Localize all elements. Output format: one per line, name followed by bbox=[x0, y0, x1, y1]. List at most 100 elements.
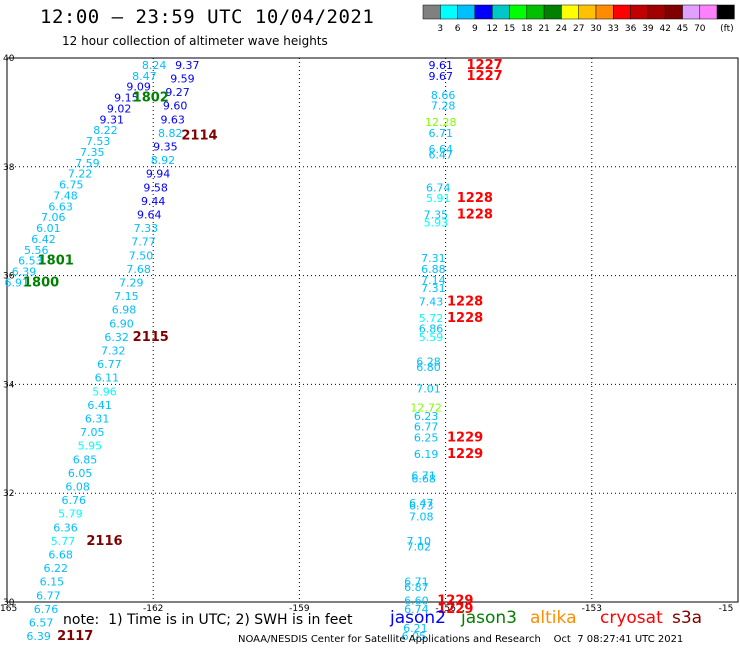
wave-height-value: 7.28 bbox=[431, 100, 456, 113]
wave-height-value: 6.08 bbox=[65, 480, 90, 493]
wave-height-value: 5.72 bbox=[419, 312, 444, 325]
wave-height-value: 6.76 bbox=[62, 494, 87, 507]
wave-height-value: 6.86 bbox=[419, 323, 444, 336]
color-scale-label: 6 bbox=[455, 24, 461, 34]
wave-height-value: 6.39 bbox=[12, 266, 37, 279]
lat-tick-label: 40 bbox=[3, 54, 15, 64]
wave-height-value: 6.87 bbox=[404, 581, 429, 594]
wave-height-value: 6.74 bbox=[404, 603, 429, 616]
color-swatch bbox=[716, 4, 735, 20]
lon-tick-label: -156 bbox=[435, 604, 456, 614]
wave-height-value: 6.85 bbox=[73, 453, 98, 466]
wave-height-value: 9.58 bbox=[143, 181, 168, 194]
satellite-jason2: jason2 bbox=[390, 608, 446, 628]
wave-height-value: 9.27 bbox=[165, 86, 190, 99]
color-scale-label: 18 bbox=[521, 24, 533, 34]
color-scale-label: 36 bbox=[625, 24, 637, 34]
pass-time-label: 2114 bbox=[181, 129, 217, 144]
wave-height-value: 6.11 bbox=[95, 372, 120, 385]
wave-height-value: 6.15 bbox=[40, 576, 65, 589]
wave-height-value: 6.77 bbox=[36, 589, 61, 602]
wave-height-value: 5.59 bbox=[419, 331, 444, 344]
wave-height-value: 7.43 bbox=[419, 296, 444, 309]
wave-height-value: 6.19 bbox=[414, 448, 439, 461]
wave-height-value: 9.61 bbox=[428, 59, 453, 72]
wave-height-value: 7.31 bbox=[421, 252, 446, 265]
wave-height-value: 7.50 bbox=[129, 249, 154, 262]
satellite-jason3: jason3 bbox=[461, 608, 517, 628]
color-scale-label: 9 bbox=[472, 24, 478, 34]
wave-height-value: 5.77 bbox=[51, 535, 76, 548]
satellite-s3a: s3a bbox=[672, 608, 703, 628]
wave-height-value: 7.01 bbox=[416, 383, 441, 396]
pass-time-label: 2115 bbox=[133, 330, 169, 345]
pass-time-label: 1228 bbox=[447, 311, 483, 326]
wave-height-value: 9.94 bbox=[146, 168, 171, 181]
wave-height-value: 9.67 bbox=[428, 70, 453, 83]
wave-height-value: 6.77 bbox=[97, 358, 122, 371]
pass-time-label: 1228 bbox=[447, 295, 483, 310]
wave-height-value: 6.01 bbox=[36, 222, 61, 235]
pass-time-label: 1228 bbox=[457, 191, 493, 206]
chart-title: 12:00 – 23:59 UTC 10/04/2021 bbox=[40, 6, 375, 28]
wave-height-value: 6.53 bbox=[18, 255, 43, 268]
wave-height-value: 7.14 bbox=[421, 274, 446, 287]
wave-height-value: 7.22 bbox=[68, 168, 93, 181]
color-scale-label: 33 bbox=[608, 24, 619, 34]
wave-height-value: 6.05 bbox=[68, 467, 93, 480]
lon-tick-label: -159 bbox=[289, 604, 310, 614]
wave-height-value: 6.68 bbox=[48, 548, 73, 561]
chart-subtitle: 12 hour collection of altimeter wave hei… bbox=[62, 34, 328, 48]
wave-height-value: 6.31 bbox=[85, 412, 110, 425]
wave-height-value: 6.77 bbox=[414, 421, 439, 434]
lat-tick-label: 38 bbox=[3, 163, 15, 173]
color-scale-label: 3 bbox=[437, 24, 443, 34]
color-scale-label: 21 bbox=[538, 24, 549, 34]
color-scale-label: 15 bbox=[504, 24, 515, 34]
lat-tick-label: 30 bbox=[3, 598, 15, 608]
wave-height-value: 7.68 bbox=[126, 263, 151, 276]
lon-tick-label: -165 bbox=[0, 604, 17, 614]
lat-tick-label: 32 bbox=[3, 489, 14, 499]
color-scale-label: 12 bbox=[486, 24, 497, 34]
wave-height-value: 5.91 bbox=[426, 192, 451, 205]
wave-height-value: 6.98 bbox=[112, 304, 137, 317]
wave-height-value: 6.74 bbox=[426, 181, 451, 194]
wave-height-value: 6.63 bbox=[48, 200, 73, 213]
pass-time-label: 1227 bbox=[466, 69, 502, 84]
wave-height-value: 8.22 bbox=[93, 124, 118, 137]
wave-height-value: 6.28 bbox=[416, 355, 441, 368]
wave-height-value: 6.22 bbox=[43, 562, 68, 575]
wave-height-value: 9.44 bbox=[141, 195, 166, 208]
wave-height-value: 7.53 bbox=[86, 135, 111, 148]
pass-time-label: 1229 bbox=[437, 602, 473, 617]
wave-height-value: 7.15 bbox=[114, 290, 139, 303]
wave-height-value: 7.31 bbox=[421, 282, 446, 295]
lat-tick-label: 36 bbox=[3, 272, 15, 282]
wave-height-value: 6.71 bbox=[428, 127, 453, 140]
color-scale-label: 27 bbox=[573, 24, 584, 34]
pass-time-label: 2117 bbox=[57, 629, 93, 644]
wave-height-value: 6.36 bbox=[53, 521, 78, 534]
lon-tick-label: -153 bbox=[582, 604, 602, 614]
wave-height-value: 6.73 bbox=[409, 500, 434, 513]
wave-height-value: 6.41 bbox=[87, 399, 112, 412]
color-scale-label: (ft) bbox=[720, 24, 734, 34]
pass-time-label: 2116 bbox=[86, 534, 122, 549]
wave-height-value: 7.05 bbox=[80, 426, 105, 439]
wave-height-value: 7.33 bbox=[134, 222, 159, 235]
wave-height-value: 6.23 bbox=[414, 410, 439, 423]
wave-height-value: 6.32 bbox=[104, 331, 129, 344]
wave-height-value: 7.35 bbox=[424, 208, 449, 221]
wave-height-value: 6.60 bbox=[404, 595, 429, 608]
wave-height-value: 12.28 bbox=[425, 116, 457, 129]
color-scale-label: 30 bbox=[590, 24, 602, 34]
wave-height-value: 7.32 bbox=[101, 344, 126, 357]
color-scale-label: 70 bbox=[694, 24, 706, 34]
pass-time-label: 1801 bbox=[38, 254, 74, 269]
wave-height-value: 6.47 bbox=[409, 497, 434, 510]
wave-height-value: 5.93 bbox=[424, 217, 449, 230]
wave-height-value: 6.25 bbox=[414, 432, 439, 445]
wave-height-value: 7.08 bbox=[409, 510, 434, 523]
wave-height-value: 6.21 bbox=[403, 622, 428, 635]
